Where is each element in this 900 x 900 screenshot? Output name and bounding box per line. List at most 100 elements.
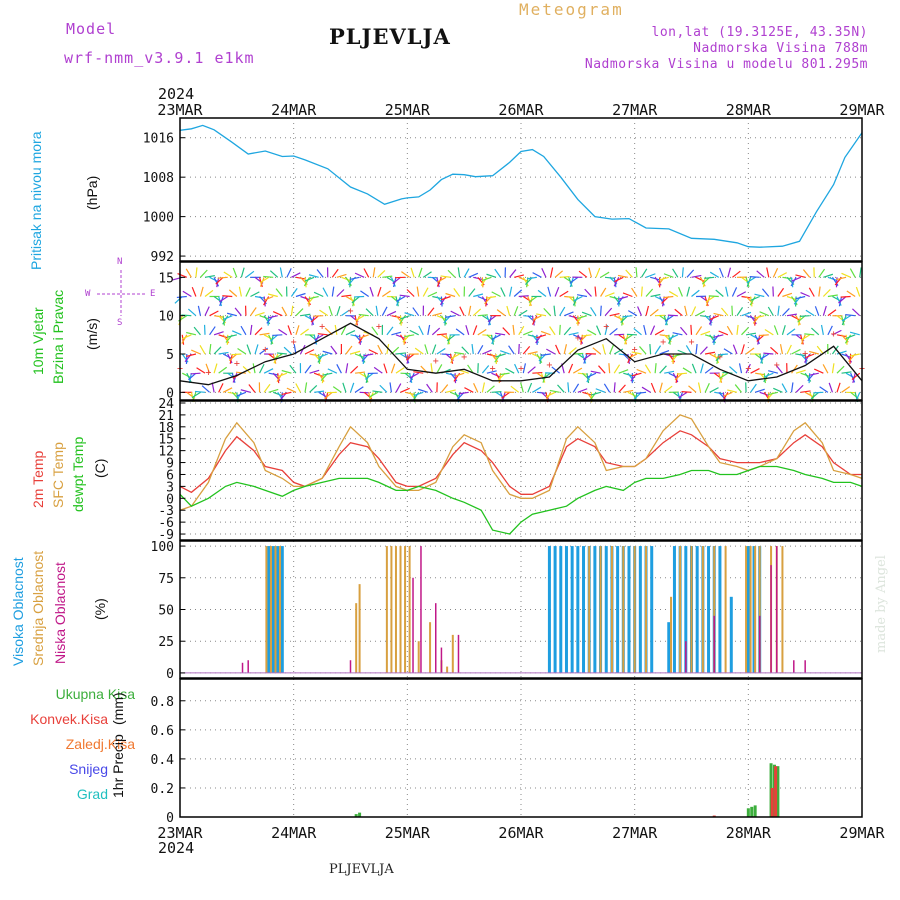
wind-barb	[389, 382, 393, 393]
wind-barb	[186, 353, 197, 358]
wind-barb	[786, 313, 797, 317]
wind-barb	[318, 353, 328, 359]
marks-layer: + ++++++++ + ++ + +++++ +++ ++++	[172, 124, 865, 817]
wind-barb	[422, 271, 432, 278]
wind-barb	[695, 276, 706, 283]
wind-barb	[211, 382, 215, 393]
wind-barb	[272, 334, 283, 337]
wind-barb	[808, 287, 815, 297]
compass-w: W	[85, 289, 91, 299]
compass-e: E	[150, 289, 156, 299]
wind-barb	[331, 268, 339, 278]
wind-barb	[409, 372, 415, 383]
wind-barb	[686, 286, 691, 297]
wind-barb	[700, 363, 704, 374]
wind-barb	[741, 311, 752, 317]
wind-barb	[464, 387, 474, 393]
wind-barb	[363, 372, 369, 383]
wind-barb	[568, 363, 574, 374]
wind-barb	[756, 334, 765, 342]
wind-barb	[176, 295, 187, 299]
y-tick-label: 12	[158, 445, 174, 460]
wind-barb	[559, 306, 566, 316]
wind-barb	[432, 312, 443, 317]
high-cloud-bar	[627, 546, 631, 673]
wind-barb	[278, 328, 288, 336]
wind-barb	[740, 344, 745, 355]
wind-barb	[549, 389, 560, 393]
wind-barb	[527, 296, 532, 307]
y-tick-label: 0	[166, 811, 174, 826]
high-cloud-bar	[280, 546, 284, 673]
wind-barb	[849, 353, 860, 357]
wind-barb	[360, 290, 370, 297]
wind-gust-mark: +	[546, 360, 552, 371]
wind-gust-mark: +	[291, 337, 297, 348]
high-cloud-bar	[564, 546, 568, 673]
wind-barb	[345, 345, 353, 355]
sfc-temp-ylabel: SFC Temp	[50, 442, 66, 508]
wind-barb	[790, 277, 797, 287]
wind-barb	[286, 268, 292, 278]
wind-barb	[627, 391, 638, 398]
wind-barb	[791, 348, 801, 355]
y-tick-label: 15	[158, 433, 174, 448]
total-precip-bar	[753, 805, 757, 817]
wind-barb	[650, 308, 659, 317]
wind-barb	[345, 363, 349, 374]
conv-precip-bar	[770, 787, 774, 817]
wind-barb	[641, 386, 651, 393]
wind-barb	[754, 388, 765, 393]
wind-barb	[532, 315, 542, 321]
wind-barb	[586, 373, 590, 384]
wind-barb	[584, 288, 592, 297]
wind-barb	[633, 328, 642, 336]
wind-barb	[427, 307, 435, 317]
wind-barb	[822, 288, 831, 297]
y-tick-label: 992	[151, 250, 174, 265]
wind-barb	[613, 348, 624, 355]
mid-cloud-bar	[633, 546, 636, 673]
wind-barb	[445, 389, 456, 393]
wind-barb	[594, 286, 597, 297]
wind-barb	[350, 365, 359, 374]
wind-barb	[553, 305, 556, 316]
wind-barb	[263, 368, 274, 374]
wind-barb	[406, 289, 415, 297]
wind-barb	[447, 269, 456, 278]
high-cloud-bar	[718, 546, 722, 673]
wind-barb	[436, 348, 446, 355]
wind-barb	[232, 372, 238, 383]
wind-barb	[759, 391, 770, 397]
wind-barb	[477, 345, 484, 355]
wind-barb	[781, 383, 788, 393]
wind-barb	[191, 286, 197, 297]
wind-barb	[450, 391, 460, 397]
low-cloud-bar	[793, 660, 795, 673]
wind-barb	[377, 344, 383, 355]
wind-barb	[242, 365, 251, 374]
wind-barb	[440, 295, 451, 301]
wind-barb	[722, 391, 733, 397]
wind-barb	[459, 306, 465, 316]
wind-barb	[194, 390, 206, 393]
wind-barb	[436, 364, 443, 374]
wind-barb	[581, 311, 592, 317]
wind-barb	[768, 370, 779, 374]
wind-barb	[676, 372, 688, 375]
wind-barb	[772, 268, 779, 278]
wind-barb	[613, 364, 621, 374]
wind-barb	[191, 349, 201, 355]
wind-barb	[731, 287, 738, 297]
wind-barb	[254, 327, 263, 336]
wind-barb	[609, 344, 615, 355]
wind-barb	[763, 372, 770, 383]
wind-barb	[840, 295, 851, 298]
wind-barb	[223, 271, 233, 278]
watermark: made by Angel	[874, 555, 889, 653]
wind-barb	[235, 371, 246, 374]
wind-barb	[409, 329, 419, 336]
wind-barb	[195, 267, 198, 278]
wind-barb	[309, 384, 318, 393]
wind-gust-mark: +	[433, 356, 439, 367]
